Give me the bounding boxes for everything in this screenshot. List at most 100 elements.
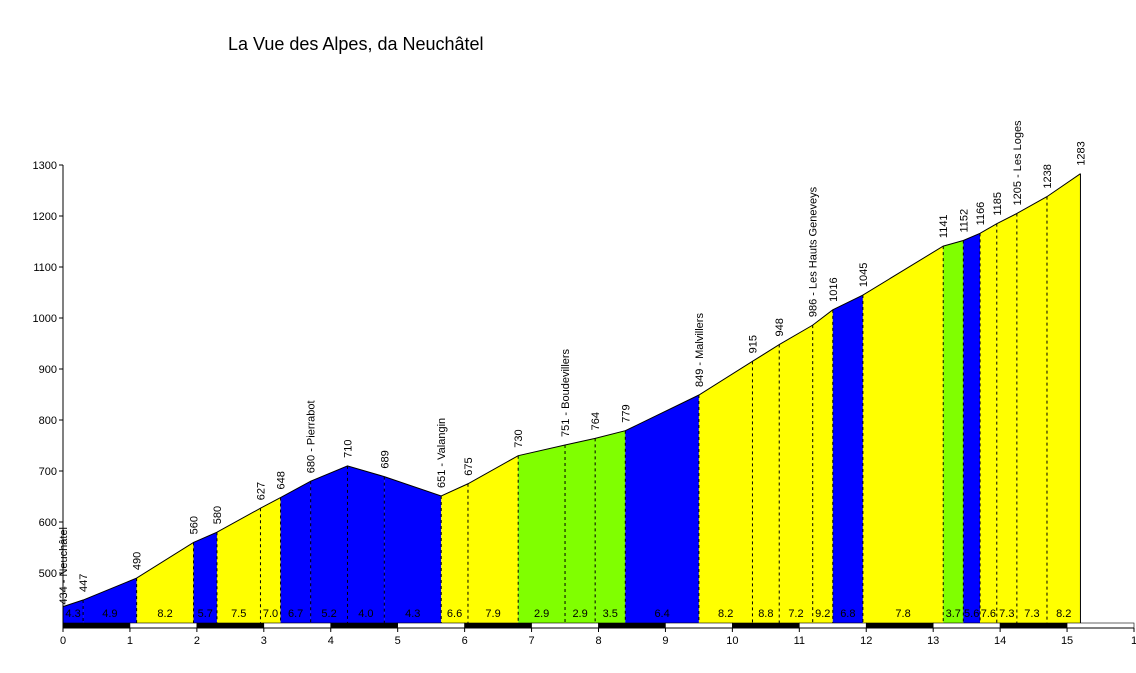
x-tick-label: 9 <box>662 635 668 647</box>
gradient-segment-area <box>260 497 281 624</box>
km-scale-block <box>330 622 398 629</box>
gradient-segment-area <box>384 476 442 624</box>
gradient-label: 7.8 <box>895 608 910 620</box>
gradient-segment-area <box>216 508 261 624</box>
y-tick-label: 1300 <box>33 160 57 172</box>
km-scale-block <box>865 622 934 629</box>
x-tick-label: 14 <box>994 635 1006 647</box>
elevation-label: 490 <box>132 552 144 570</box>
elevation-label: 1185 <box>992 192 1004 216</box>
gradient-segment-area <box>996 213 1017 624</box>
km-scale-block <box>665 622 733 629</box>
gradient-label: 2.9 <box>534 608 549 620</box>
gradient-label: 7.3 <box>1024 608 1039 620</box>
y-tick-label: 1000 <box>33 313 57 325</box>
elevation-label: 675 <box>463 457 475 475</box>
gradient-segment-area <box>752 344 780 624</box>
km-scale-block <box>999 622 1068 629</box>
km-scale-block <box>464 622 532 629</box>
elevation-label: 1283 <box>1075 141 1087 165</box>
x-tick-label: 1 <box>127 635 133 647</box>
x-tick-label: 3 <box>261 635 267 647</box>
gradient-label: 7.5 <box>231 608 246 620</box>
elevation-label: 651 - Valangin <box>436 418 448 488</box>
gradient-segment-area <box>193 532 217 624</box>
elevation-label: 1016 <box>828 277 840 301</box>
gradient-label: 4.9 <box>102 608 117 620</box>
elevation-label: 1152 <box>958 209 970 233</box>
elevation-label: 648 <box>276 471 288 489</box>
gradient-segment-area <box>812 309 833 624</box>
y-tick-label: 900 <box>39 364 57 376</box>
gradient-segment-area <box>565 438 596 624</box>
elevation-label: 751 - Boudevillers <box>560 348 572 437</box>
gradient-segment-area <box>280 481 311 624</box>
km-scale-block <box>62 622 131 629</box>
y-tick-label: 700 <box>39 466 57 478</box>
km-scale-block <box>799 622 867 629</box>
x-tick-label: 8 <box>595 635 601 647</box>
gradient-segment-area <box>963 233 981 624</box>
elevation-label: 1238 <box>1042 164 1054 188</box>
gradient-label: 9.2 <box>815 608 830 620</box>
gradient-label: 7.6 <box>981 608 996 620</box>
x-tick-label: 2 <box>194 635 200 647</box>
gradient-label: 7.2 <box>788 608 803 620</box>
x-tick-label: 6 <box>462 635 468 647</box>
gradient-label: 7.0 <box>263 608 278 620</box>
gradient-segment-area <box>1046 173 1081 625</box>
elevation-label: 948 <box>774 318 786 336</box>
km-scale-block <box>531 622 599 629</box>
gradient-label: 2.9 <box>572 608 587 620</box>
gradient-segment-area <box>136 542 194 624</box>
gradient-segment-area <box>698 361 753 624</box>
x-tick-label: 0 <box>60 635 66 647</box>
gradient-label: 7.3 <box>999 608 1014 620</box>
gradient-label: 5.2 <box>321 608 336 620</box>
gradient-segment-area <box>779 325 813 624</box>
elevation-label: 1045 <box>858 263 870 287</box>
y-tick-label: 600 <box>39 517 57 529</box>
elevation-label: 680 - Pierrabot <box>306 400 318 473</box>
gradient-label: 7.9 <box>485 608 500 620</box>
x-tick-label: 7 <box>529 635 535 647</box>
gradient-segment-area <box>595 430 626 624</box>
gradient-segment-area <box>63 600 84 624</box>
elevation-label: 627 <box>255 482 267 500</box>
elevation-label: 1141 <box>938 214 950 238</box>
gradient-segment-area <box>1016 196 1047 624</box>
gradient-label: 6.8 <box>840 608 855 620</box>
gradient-label: 8.2 <box>1056 608 1071 620</box>
km-scale-block <box>1066 622 1135 629</box>
x-tick-label: 11 <box>794 635 805 647</box>
gradient-label: 6.7 <box>288 608 303 620</box>
elevation-label: 764 <box>590 412 602 430</box>
chart-title: La Vue des Alpes, da Neuchâtel <box>228 34 484 54</box>
km-scale-block <box>196 622 265 629</box>
gradient-label: 4.3 <box>65 608 80 620</box>
gradient-label: 4.3 <box>405 608 420 620</box>
elevation-label: 689 <box>379 450 391 468</box>
km-scale-block <box>129 622 198 629</box>
elevation-label: 580 <box>212 506 224 524</box>
gradient-segment-area <box>441 483 468 624</box>
gradient-label: 5.7 <box>198 608 213 620</box>
km-scale-block <box>932 622 1001 629</box>
gradient-label: 4.0 <box>358 608 373 620</box>
gradient-label: 3.7 <box>946 608 961 620</box>
y-tick-label: 500 <box>39 568 57 580</box>
gradient-segment-area <box>625 395 699 624</box>
km-scale-block <box>598 622 666 629</box>
x-tick-label: 13 <box>927 635 939 647</box>
elevation-label: 779 <box>620 404 632 422</box>
gradient-segment-area <box>347 465 385 624</box>
x-tick-label: 4 <box>328 635 334 647</box>
gradient-label: 8.2 <box>718 608 733 620</box>
x-tick-label: 5 <box>395 635 401 647</box>
elevation-label: 560 <box>189 516 201 534</box>
gradient-segment-area <box>943 240 964 625</box>
elevation-label: 849 - Malvillers <box>694 313 706 387</box>
gradient-segment-area <box>832 295 863 624</box>
km-scale-block <box>397 622 465 629</box>
